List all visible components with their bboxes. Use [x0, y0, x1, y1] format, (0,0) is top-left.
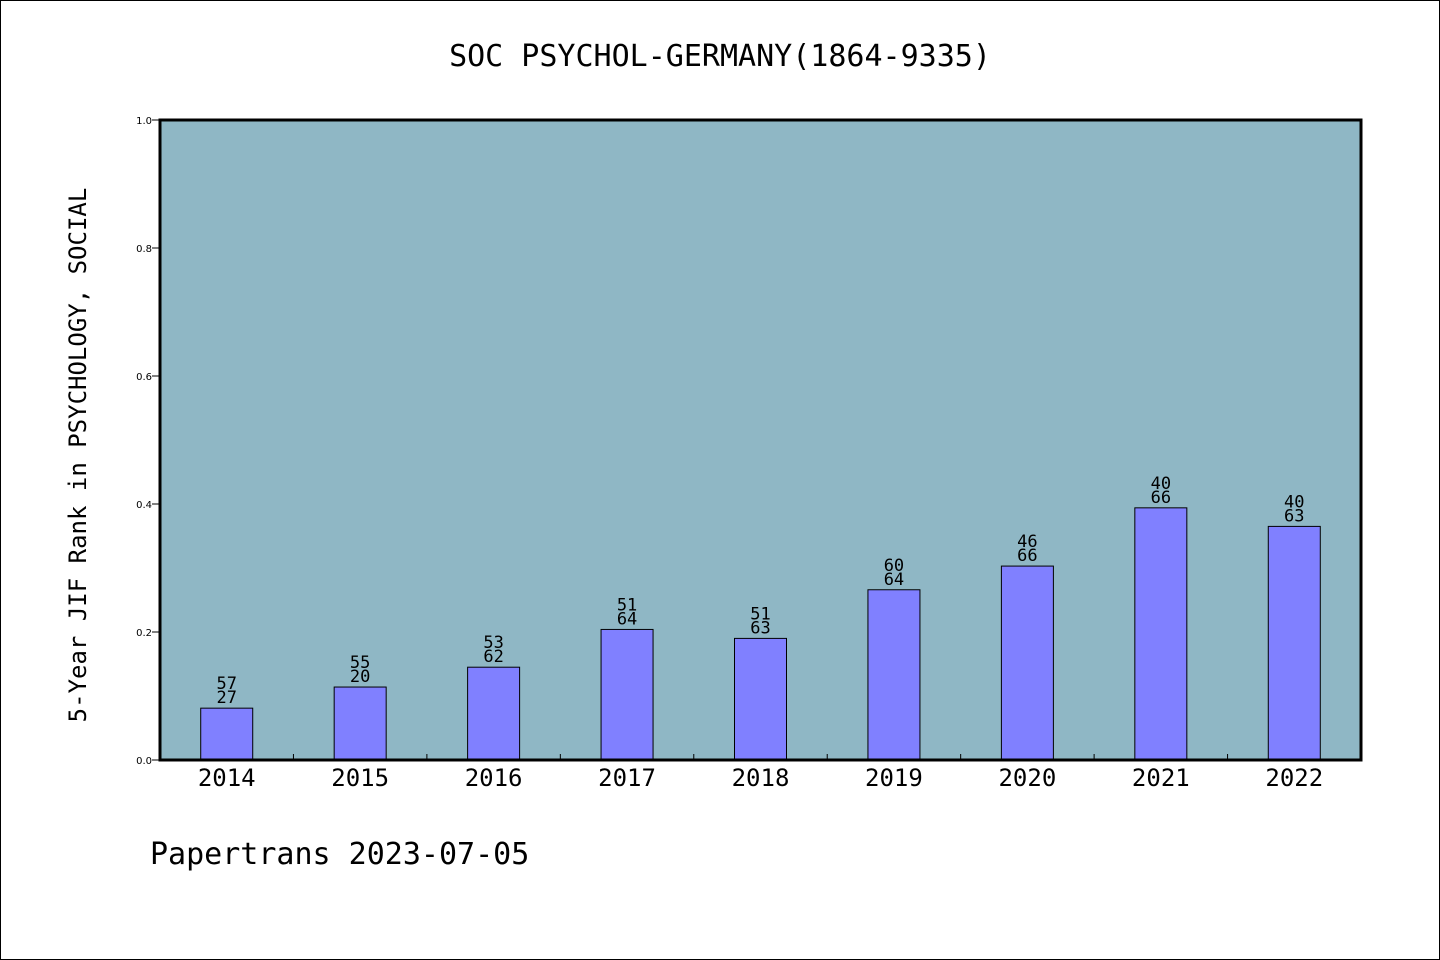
x-tick-label: 2019: [865, 764, 923, 792]
y-tick-label: 0.6: [136, 372, 152, 383]
bar: [734, 637, 787, 761]
bar-label-bottom: 62: [483, 647, 503, 667]
bar-label-bottom: 64: [617, 609, 637, 629]
y-axis-ticks: 0.0 0.2 0.4 0.6 0.8 1.0: [136, 116, 160, 767]
bar-label-top: 46: [1017, 532, 1037, 552]
x-axis-ticks: 2014 2015 2016 2017 2018 2019 2020 2021 2022: [198, 754, 1323, 792]
x-tick-label: 2016: [465, 764, 523, 792]
bar-label-top: 40: [1151, 474, 1171, 494]
bar-label-bottom: 64: [884, 570, 904, 590]
bar-label-bottom: 27: [216, 688, 236, 708]
y-axis-label: 5-Year JIF Rank in PSYCHOLOGY, SOCIAL: [64, 188, 92, 723]
y-tick-label: 1.0: [136, 116, 152, 127]
bar-label-bottom: 66: [1151, 488, 1171, 508]
y-tick-label: 0.8: [136, 244, 152, 255]
x-tick-label: 2021: [1132, 764, 1190, 792]
x-tick-label: 2015: [331, 764, 389, 792]
bar-label-top: 57: [216, 674, 236, 694]
bar: [600, 628, 654, 761]
bar-label-top: 60: [884, 556, 904, 576]
x-tick-label: 2020: [998, 764, 1056, 792]
bar: [1000, 565, 1054, 761]
x-tick-label: 2014: [198, 764, 256, 792]
bar-label-top: 40: [1284, 492, 1304, 512]
chart-title: SOC PSYCHOL-GERMANY(1864-9335): [449, 39, 991, 74]
bar: [467, 666, 521, 761]
bar-label-top: 51: [750, 604, 770, 624]
bar: [333, 686, 387, 761]
bar-label-top: 53: [483, 633, 503, 653]
bar-label-bottom: 66: [1017, 546, 1037, 566]
bar-label-top: 51: [617, 595, 637, 615]
y-tick-label: 0.0: [136, 756, 152, 767]
bar-label-bottom: 63: [1284, 506, 1304, 526]
bar-label-bottom: 63: [750, 618, 770, 638]
bar-label-top: 55: [350, 653, 370, 673]
bar: [1267, 525, 1321, 761]
plot-border: [158, 118, 1363, 762]
bar: [867, 589, 921, 761]
x-tick-label: 2017: [598, 764, 656, 792]
y-tick-label: 0.2: [136, 628, 152, 639]
x-tick-label: 2022: [1265, 764, 1323, 792]
y-tick-label: 0.4: [136, 500, 152, 511]
x-tick-label: 2018: [732, 764, 790, 792]
footer-text: Papertrans 2023-07-05: [150, 837, 529, 872]
bar: [1134, 507, 1188, 761]
bar: [200, 707, 254, 761]
bar-label-bottom: 20: [350, 667, 370, 687]
